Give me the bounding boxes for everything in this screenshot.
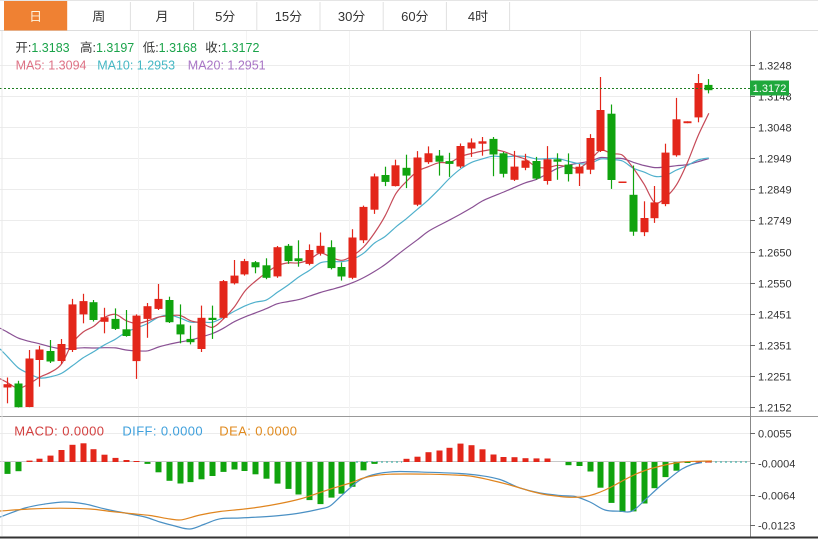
svg-text::1.3168: :1.3168 [155,41,197,55]
svg-text::1.3183: :1.3183 [28,41,70,55]
svg-text:1.2849: 1.2849 [758,185,792,197]
svg-text::1.3197: :1.3197 [93,41,135,55]
svg-text:MA5: 1.3094: MA5: 1.3094 [16,59,87,73]
svg-text:-0.0004: -0.0004 [758,459,795,471]
svg-text:MA20: 1.2951: MA20: 1.2951 [188,59,266,73]
svg-text:-0.0123: -0.0123 [758,521,795,533]
svg-text:DIFF: 0.0000: DIFF: 0.0000 [122,424,203,439]
svg-text::1.3172: :1.3172 [218,41,260,55]
svg-text:15: 15 [275,9,289,24]
svg-text:MA10: 1.2953: MA10: 1.2953 [97,59,175,73]
svg-text:-0.0064: -0.0064 [758,491,795,503]
svg-text:1.2949: 1.2949 [758,154,792,166]
svg-text:0.0055: 0.0055 [758,429,792,441]
svg-text:60: 60 [401,9,415,24]
svg-text:1.2152: 1.2152 [758,403,792,415]
svg-text:1.3248: 1.3248 [758,61,792,73]
svg-text:1.2749: 1.2749 [758,216,792,228]
svg-text:1.2650: 1.2650 [758,248,792,260]
svg-text:1.2451: 1.2451 [758,310,792,322]
svg-text:1.2550: 1.2550 [758,279,792,291]
svg-text:1.3172: 1.3172 [753,83,787,95]
svg-text:DEA: 0.0000: DEA: 0.0000 [219,424,297,439]
svg-text:30: 30 [338,9,352,24]
svg-text:4: 4 [468,9,475,24]
svg-text:1.2351: 1.2351 [758,341,792,353]
svg-text:5: 5 [215,9,222,24]
svg-text:1.3048: 1.3048 [758,123,792,135]
svg-text:MACD: 0.0000: MACD: 0.0000 [14,424,104,439]
svg-text:1.2251: 1.2251 [758,372,792,384]
